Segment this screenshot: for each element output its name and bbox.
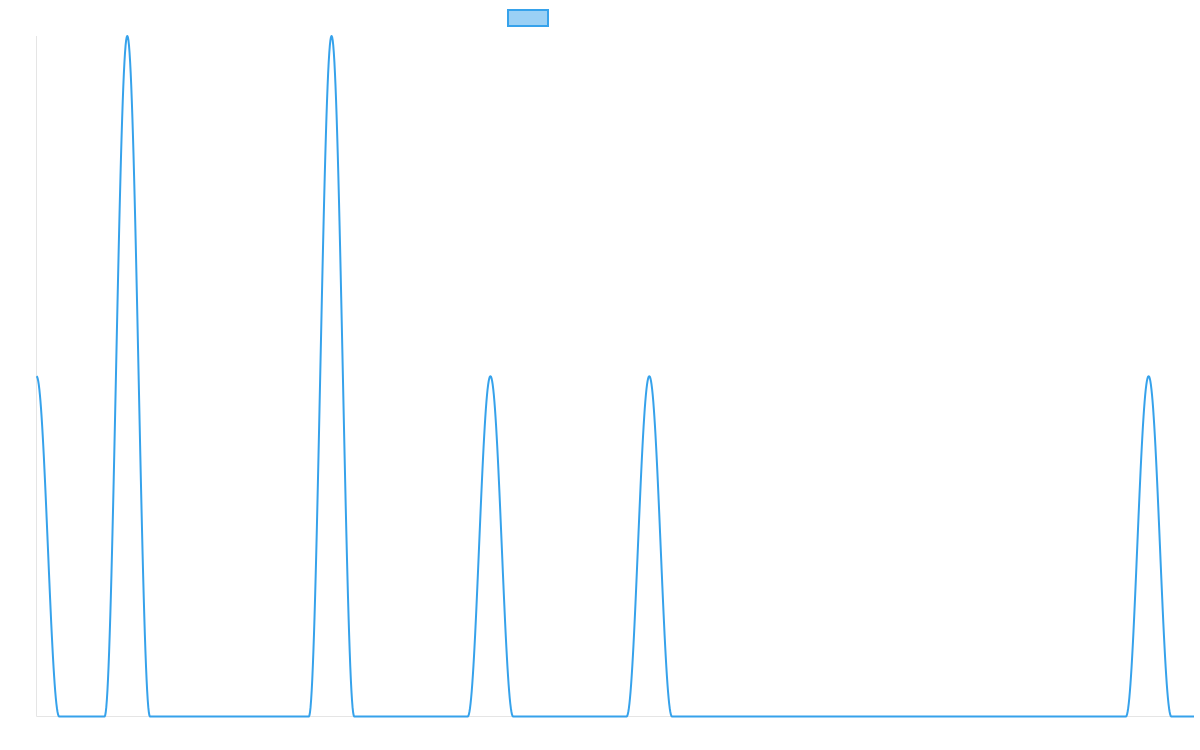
chart-legend[interactable] xyxy=(507,9,549,27)
series-line xyxy=(35,35,1195,718)
chart-series xyxy=(35,35,1195,718)
chart-axes xyxy=(36,36,1194,717)
legend-swatch[interactable] xyxy=(507,9,549,27)
